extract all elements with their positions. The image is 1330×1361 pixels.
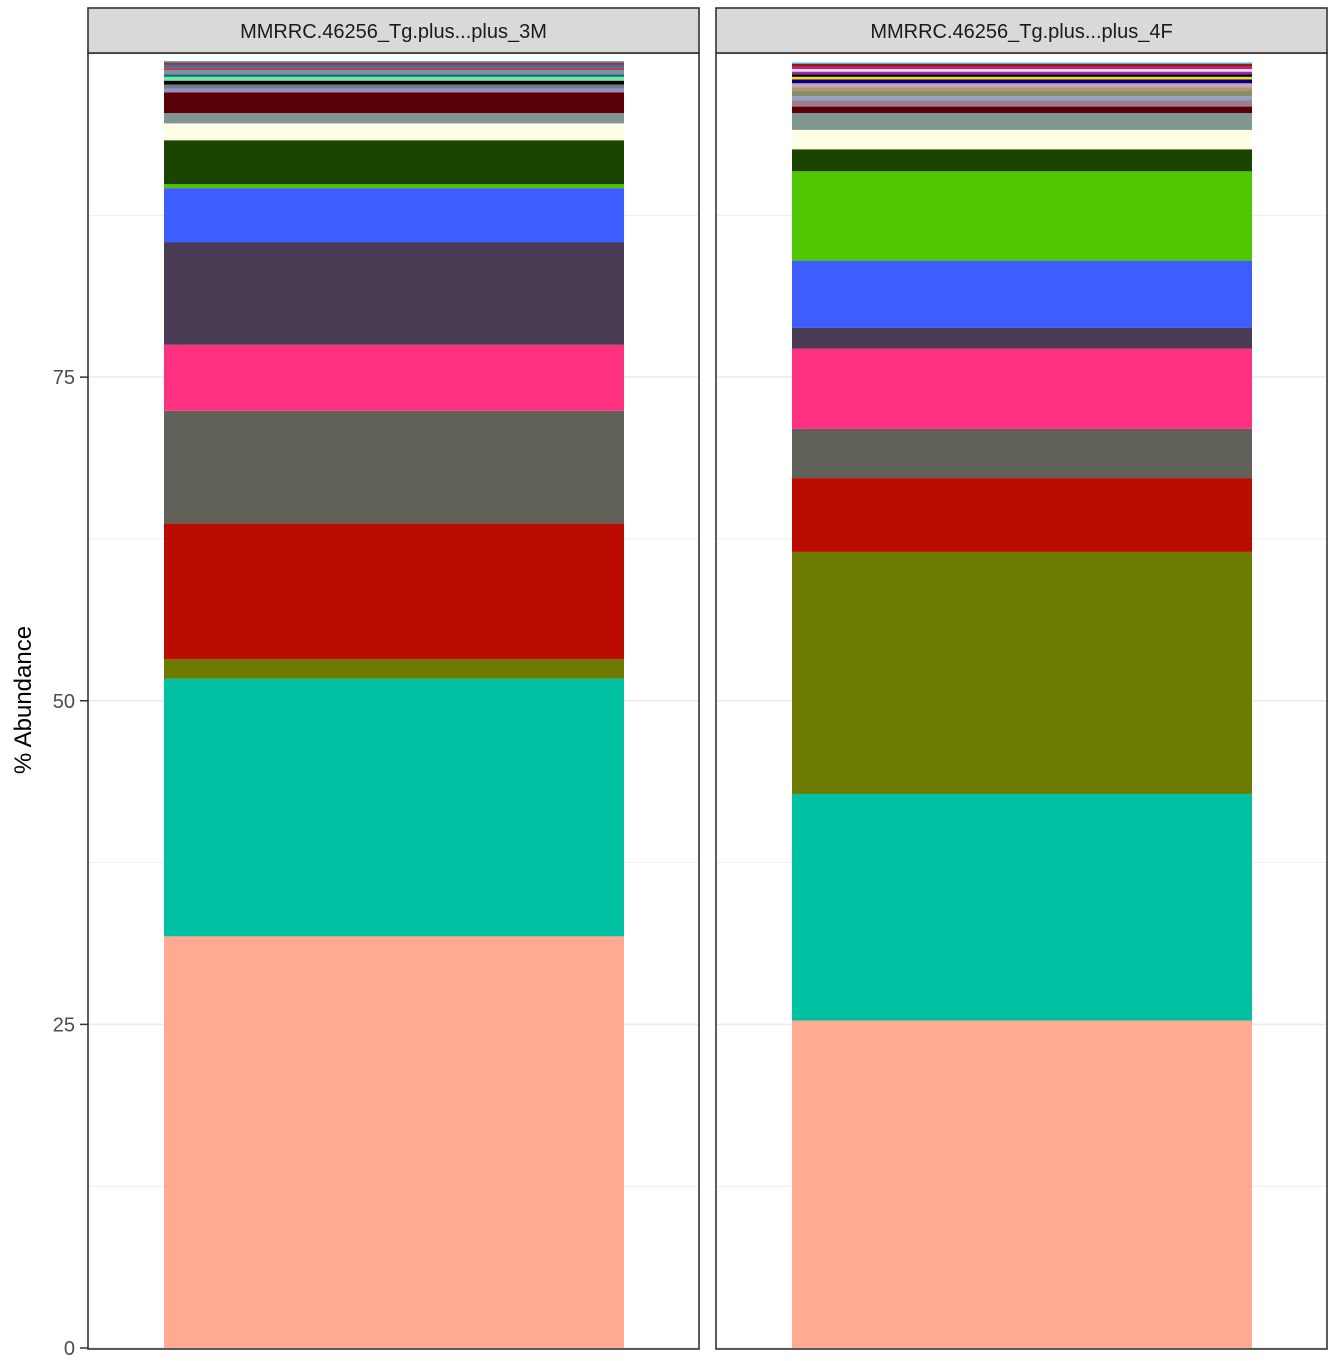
bar-segment (792, 83, 1252, 88)
bar-segment (164, 62, 624, 66)
bar-segment (792, 260, 1252, 328)
bar-segment (164, 936, 624, 1348)
bar-segment (164, 123, 624, 141)
bar-segment (164, 188, 624, 243)
bar-segment (792, 66, 1252, 70)
y-tick-label: 50 (53, 691, 75, 713)
bar-segment (792, 348, 1252, 429)
bar-segment (792, 74, 1252, 77)
bar-segment (792, 793, 1252, 1021)
bar-segment (164, 344, 624, 411)
bar-segment (164, 678, 624, 937)
bar-segment (792, 106, 1252, 114)
bar-segment (792, 62, 1252, 64)
bar-segment (164, 61, 624, 63)
facet-strip-label: MMRRC.46256_Tg.plus...plus_4F (870, 21, 1172, 43)
bar-segment (164, 410, 624, 524)
y-tick-label: 25 (53, 1014, 75, 1036)
y-tick-label: 75 (53, 367, 75, 389)
bar-segment (792, 79, 1252, 84)
y-tick-label: 0 (64, 1338, 75, 1360)
facet-strip-label: MMRRC.46256_Tg.plus...plus_3M (240, 21, 547, 43)
bar-segment (164, 80, 624, 85)
bar-segment (792, 428, 1252, 479)
bar-segment (792, 478, 1252, 552)
bar-segment (792, 76, 1252, 80)
bar-segment (164, 65, 624, 68)
bar-segment (164, 84, 624, 89)
bar-segment (792, 149, 1252, 172)
bar-segment (792, 327, 1252, 349)
facet-strip (87, 7, 700, 54)
y-axis-title: % Abundance (10, 626, 37, 774)
bar-segment (164, 70, 624, 75)
bar-segment (792, 63, 1252, 67)
bar-segment (164, 67, 624, 71)
bar-segment (164, 88, 624, 93)
bar-segment (792, 171, 1252, 261)
bar-segment (164, 242, 624, 345)
bar-segment (164, 184, 624, 189)
bar-segment (792, 87, 1252, 92)
bar-segment (164, 92, 624, 114)
facet-strip (715, 7, 1328, 54)
bar-segment (164, 659, 624, 679)
bar-segment (792, 551, 1252, 794)
bar-segment (792, 100, 1252, 107)
bar-segment (164, 74, 624, 77)
bar-segment (164, 140, 624, 185)
bar-segment (164, 113, 624, 124)
bar-segment (792, 96, 1252, 101)
bar-segment (164, 523, 624, 660)
bar-segment (792, 71, 1252, 75)
bar-segment (792, 91, 1252, 97)
bar-segment (792, 69, 1252, 72)
bar-segment (792, 113, 1252, 130)
bar-segment (164, 76, 624, 81)
bar-segment (792, 1020, 1252, 1348)
bar-segment (792, 129, 1252, 150)
